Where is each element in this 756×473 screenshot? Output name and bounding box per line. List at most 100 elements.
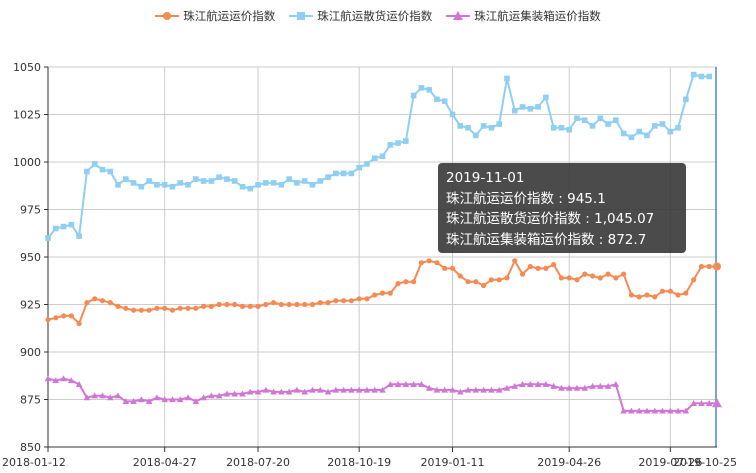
data-point (488, 386, 495, 393)
data-point (411, 279, 417, 285)
data-point (223, 390, 231, 397)
data-point (456, 388, 464, 395)
data-point (582, 271, 588, 277)
data-point (527, 263, 533, 270)
data-point (154, 305, 160, 311)
data-point (659, 407, 666, 414)
data-point (169, 307, 176, 313)
data-point (691, 277, 697, 283)
data-point (45, 235, 51, 241)
data-point (208, 392, 215, 399)
legend-label: 珠江航运集装箱运价指数 (474, 9, 601, 23)
y-tick-label: 875 (20, 394, 41, 407)
data-point (294, 301, 300, 308)
data-point (193, 305, 199, 311)
data-point (613, 275, 619, 281)
data-point (519, 381, 526, 387)
data-point (184, 394, 192, 401)
data-point (675, 292, 681, 298)
data-point (636, 128, 643, 135)
data-point (425, 384, 433, 391)
data-point (68, 377, 75, 384)
data-point (698, 400, 705, 406)
legend-item-freight-index[interactable]: 珠江航运运价指数 (155, 6, 275, 26)
data-point (364, 161, 370, 167)
data-point (457, 273, 463, 279)
data-point (712, 398, 722, 408)
data-point (636, 294, 642, 300)
data-point (316, 386, 324, 393)
data-point (620, 130, 627, 137)
data-point (566, 126, 572, 133)
data-point (434, 260, 440, 266)
data-point (706, 263, 712, 270)
data-point (68, 221, 75, 228)
data-point (551, 262, 557, 268)
data-point (683, 96, 689, 103)
data-point (613, 117, 619, 123)
data-point (270, 180, 277, 186)
legend-label: 珠江航运散货运价指数 (317, 9, 433, 23)
data-point (176, 396, 184, 403)
data-point (449, 111, 456, 118)
data-point (162, 305, 168, 311)
data-point (682, 407, 690, 414)
data-point (215, 392, 223, 399)
data-point (558, 125, 565, 131)
data-point (605, 271, 611, 277)
data-point (52, 377, 60, 384)
data-point (185, 305, 191, 311)
data-point (340, 170, 347, 177)
data-point (635, 407, 643, 414)
data-point (418, 85, 425, 91)
data-point (278, 182, 285, 188)
data-point (239, 183, 246, 190)
grid-lines (47, 66, 717, 448)
data-point (254, 388, 262, 395)
y-tick-label: 1050 (13, 61, 41, 74)
tooltip-date: 2019-11-01 (446, 170, 525, 186)
y-axis: 850 875 900 925 950 975 1000 1025 1050 (13, 61, 49, 454)
data-point (511, 382, 519, 389)
data-point (263, 180, 269, 186)
data-point (200, 394, 207, 401)
data-point (628, 292, 635, 298)
data-point (270, 388, 277, 395)
data-point (317, 178, 324, 184)
data-point (504, 275, 510, 281)
data-point (138, 183, 145, 190)
data-point (263, 301, 269, 308)
data-point (464, 386, 472, 393)
data-point (348, 298, 354, 304)
data-point (519, 271, 526, 277)
data-point (278, 388, 285, 395)
data-point (426, 258, 432, 264)
data-point (449, 265, 456, 271)
data-point (92, 296, 98, 302)
data-point (488, 277, 495, 283)
data-point (153, 394, 161, 401)
data-point (418, 381, 425, 387)
data-point (239, 390, 246, 397)
data-point (574, 115, 580, 122)
legend: 珠江航运运价指数 珠江航运散货运价指数 珠江航运集装箱运价指数 (0, 6, 756, 26)
data-point (333, 298, 339, 304)
y-tick-label: 975 (20, 204, 41, 217)
data-point (239, 303, 246, 309)
data-point (309, 182, 316, 188)
data-point (410, 92, 417, 99)
data-point (60, 375, 67, 382)
data-point (324, 388, 332, 395)
x-tick-label: 2019-10-25 (673, 456, 737, 469)
data-point (558, 275, 565, 281)
data-point (255, 182, 261, 188)
data-point (99, 392, 106, 399)
data-point (200, 178, 207, 184)
data-point (216, 174, 222, 180)
legend-item-container-index[interactable]: 珠江航运集装箱运价指数 (446, 6, 601, 26)
y-tick-label: 900 (20, 346, 41, 359)
data-point (91, 161, 98, 167)
legend-item-bulk-index[interactable]: 珠江航运散货运价指数 (289, 6, 432, 26)
data-point (690, 71, 697, 78)
data-point (644, 292, 650, 298)
